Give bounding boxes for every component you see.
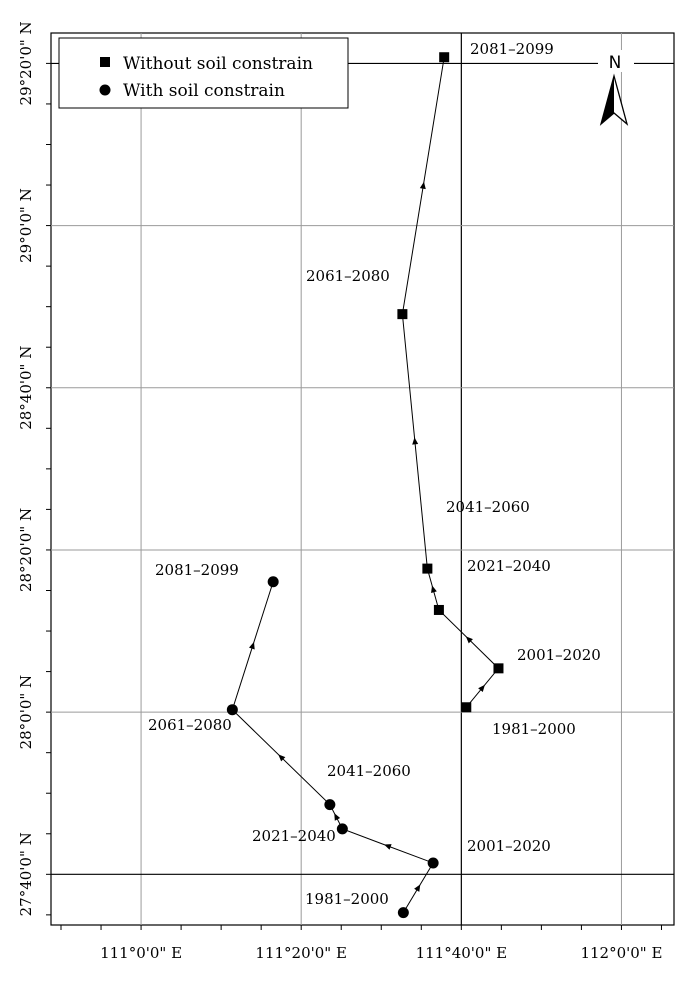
track-without-soil xyxy=(401,57,500,708)
circle-marker xyxy=(226,704,238,716)
period-label: 2081–2099 xyxy=(470,40,554,58)
direction-arrow xyxy=(431,585,437,593)
circle-marker xyxy=(324,799,336,811)
track-with-soil xyxy=(231,581,434,913)
direction-arrow xyxy=(334,813,341,821)
period-label: 2081–2099 xyxy=(155,561,239,579)
graticule xyxy=(51,33,674,925)
legend-square-marker xyxy=(100,57,110,67)
y-tick-label: 29°20'0" N xyxy=(17,21,35,105)
y-tick-label: 27°40'0" N xyxy=(17,832,35,916)
square-marker xyxy=(439,52,450,63)
period-label: 2041–2060 xyxy=(327,762,411,780)
period-label: 2001–2020 xyxy=(467,837,551,855)
square-marker xyxy=(461,702,472,713)
direction-arrow xyxy=(412,437,419,445)
x-tick-label: 111°0'0" E xyxy=(100,944,182,962)
square-marker xyxy=(433,604,444,615)
legend-box xyxy=(58,37,349,109)
circle-marker xyxy=(397,907,409,919)
period-label: 1981–2000 xyxy=(492,720,576,738)
map-frame xyxy=(50,32,675,926)
y-tick-label: 28°40'0" N xyxy=(17,346,35,430)
circle-marker xyxy=(427,857,439,869)
y-tick-label: 29°0'0" N xyxy=(17,188,35,263)
square-marker xyxy=(493,663,504,674)
period-label: 2061–2080 xyxy=(306,267,390,285)
north-arrow: N xyxy=(598,50,634,126)
period-label: 2021–2040 xyxy=(467,557,551,575)
period-label: 1981–2000 xyxy=(305,890,389,908)
legend: Without soil constrain With soil constra… xyxy=(58,37,349,109)
y-tick-label: 28°0'0" N xyxy=(17,675,35,750)
period-label: 2001–2020 xyxy=(517,646,601,664)
direction-arrow xyxy=(278,754,286,762)
north-arrow-label: N xyxy=(609,53,622,73)
legend-label-with-soil: With soil constrain xyxy=(123,81,285,101)
centroid-tracks xyxy=(226,52,504,919)
axis-tick-labels: 111°0'0" E 111°20'0" E 111°40'0" E 112°0'0"… xyxy=(17,21,662,962)
legend-circle-marker xyxy=(99,84,111,96)
square-marker xyxy=(422,563,433,574)
period-labels: 1981–2000 2001–2020 2021–2040 2041–2060 2061… xyxy=(148,40,601,908)
direction-arrow xyxy=(465,636,473,644)
circle-marker xyxy=(267,576,279,588)
x-tick-label: 111°40'0" E xyxy=(416,944,508,962)
period-label: 2021–2040 xyxy=(252,827,336,845)
direction-arrow xyxy=(419,181,426,190)
circle-marker xyxy=(336,823,348,835)
direction-arrow xyxy=(478,684,485,693)
direction-arrow xyxy=(248,641,255,650)
y-tick-label: 28°20'0" N xyxy=(17,508,35,592)
square-marker xyxy=(397,309,408,320)
x-tick-label: 111°20'0" E xyxy=(255,944,347,962)
direction-arrow xyxy=(383,844,392,850)
period-label: 2041–2060 xyxy=(446,498,530,516)
axis-ticks xyxy=(46,62,662,930)
legend-label-without-soil: Without soil constrain xyxy=(123,54,313,74)
period-label: 2061–2080 xyxy=(148,716,232,734)
direction-arrow xyxy=(414,884,421,892)
x-tick-label: 112°0'0" E xyxy=(580,944,662,962)
